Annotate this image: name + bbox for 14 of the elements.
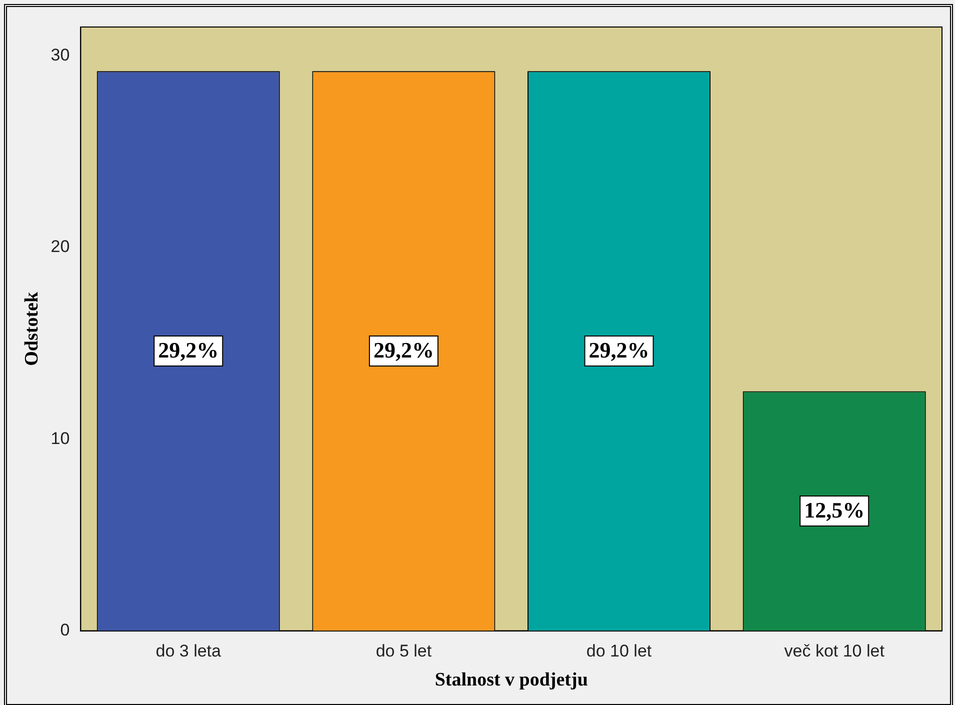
- x-tick-label: do 10 let: [586, 642, 652, 661]
- y-tick-label: 10: [50, 428, 70, 448]
- data-label: 29,2%: [158, 338, 219, 363]
- data-label: 29,2%: [373, 338, 434, 363]
- x-tick-label: do 5 let: [376, 642, 432, 661]
- data-label: 12,5%: [804, 498, 865, 523]
- x-axis-title: Stalnost v podjetju: [434, 670, 588, 691]
- data-label: 29,2%: [588, 338, 650, 363]
- y-axis-title: Odstotek: [21, 292, 42, 366]
- y-tick-label: 0: [60, 620, 70, 640]
- x-tick-label: več kot 10 let: [784, 642, 885, 661]
- y-tick-label: 20: [50, 237, 70, 256]
- x-tick-label: do 3 leta: [156, 642, 222, 661]
- y-tick-label: 30: [50, 45, 70, 64]
